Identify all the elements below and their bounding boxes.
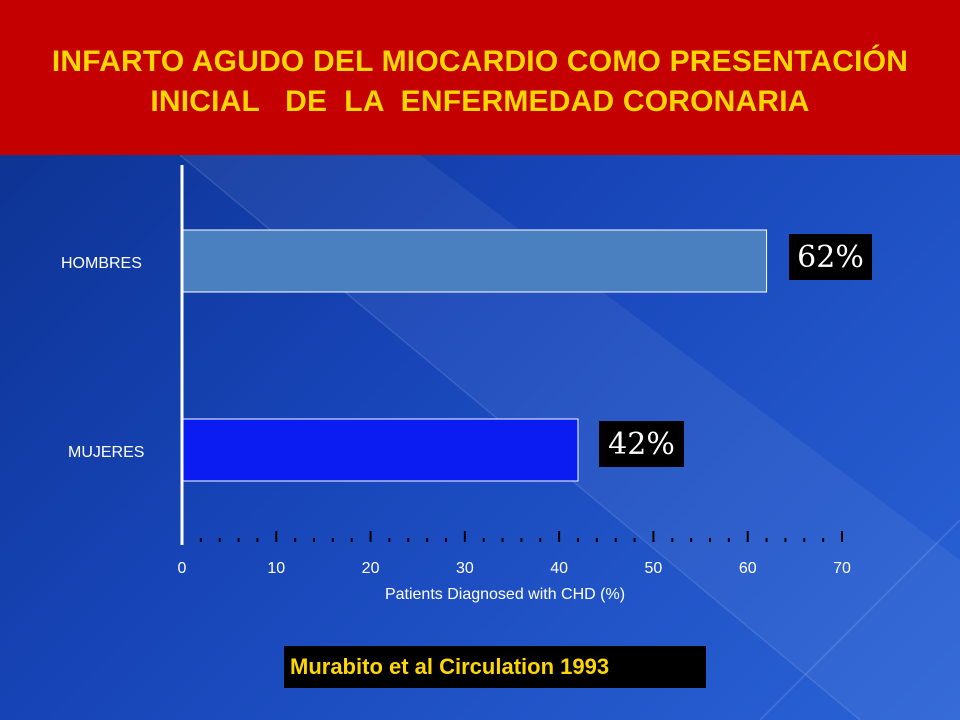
category-label-mujeres: MUJERES (68, 444, 145, 461)
category-label-hombres: HOMBRES (61, 255, 142, 272)
chart-bars (181, 229, 768, 482)
slide-title-line-2: INICIAL DE LA ENFERMEDAD CORONARIA (150, 85, 810, 118)
bar-hombres (181, 229, 768, 293)
x-tick-label: 70 (833, 560, 851, 577)
x-axis-title: Patients Diagnosed with CHD (%) (385, 586, 625, 603)
value-label-mujeres: 42% (599, 421, 684, 467)
x-tick-label: 30 (456, 560, 474, 577)
x-tick-label: 40 (550, 560, 568, 577)
x-axis-ticks (181, 531, 843, 542)
x-tick-label: 20 (362, 560, 380, 577)
title-banner: INFARTO AGUDO DEL MIOCARDIO COMO PRESENT… (0, 0, 960, 155)
x-tick-label: 50 (645, 560, 663, 577)
citation-box: Murabito et al Circulation 1993 (284, 646, 706, 688)
bar-mujeres (181, 418, 579, 482)
x-axis-tick-labels: 0 10 20 30 40 50 60 70 (178, 560, 851, 577)
value-label-hombres: 62% (789, 234, 872, 280)
slide-title-line-1: INFARTO AGUDO DEL MIOCARDIO COMO PRESENT… (51, 45, 909, 78)
x-tick-label: 10 (267, 560, 285, 577)
x-tick-label: 0 (178, 560, 187, 577)
x-tick-label: 60 (739, 560, 757, 577)
